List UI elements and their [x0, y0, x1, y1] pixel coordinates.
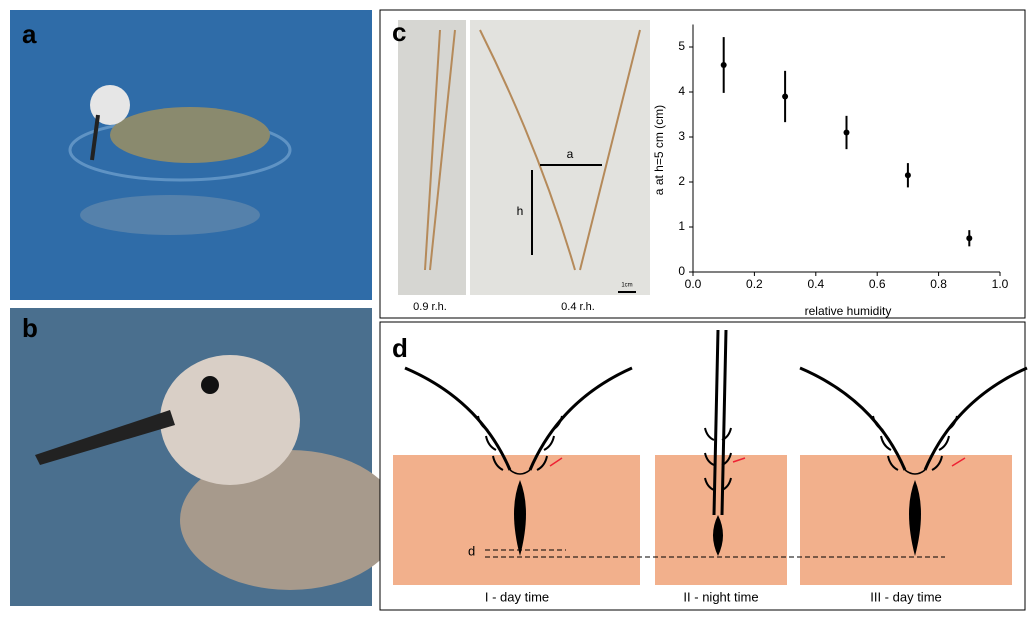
stage-label: III - day time	[870, 589, 942, 604]
point	[782, 94, 788, 100]
photo-c-right	[470, 20, 650, 295]
d-label: d	[468, 543, 475, 558]
y-tick-label: 5	[678, 39, 685, 53]
y-tick-label: 2	[678, 174, 685, 188]
soil	[800, 455, 1012, 585]
page: a b a h 1cm 0.9 r.h. 0.4 r.h. c relative…	[0, 0, 1032, 621]
bird-body	[110, 107, 270, 163]
y-tick-label: 1	[678, 219, 685, 233]
figure: a b a h 1cm 0.9 r.h. 0.4 r.h. c relative…	[0, 0, 1032, 616]
x-tick-label: 1.0	[992, 277, 1009, 291]
a-label: a	[567, 147, 574, 161]
y-tick-label: 0	[678, 264, 685, 278]
point	[721, 62, 727, 68]
scale-label: 1cm	[621, 283, 632, 289]
panel-label: d	[392, 333, 408, 363]
photo-label: 0.4 r.h.	[561, 301, 595, 313]
y-tick-label: 3	[678, 129, 685, 143]
panel-label: c	[392, 17, 406, 47]
point	[844, 130, 850, 136]
y-tick-label: 4	[678, 84, 685, 98]
x-tick-label: 0.8	[930, 277, 947, 291]
stage-label: I - day time	[485, 589, 549, 604]
x-tick-label: 0.4	[807, 277, 824, 291]
x-tick-label: 0.0	[685, 277, 702, 291]
reflection	[80, 195, 260, 235]
bird-eye	[201, 376, 219, 394]
photo-label: 0.9 r.h.	[413, 301, 447, 313]
x-tick-label: 0.2	[746, 277, 763, 291]
h-label: h	[517, 204, 524, 218]
panel-label: b	[22, 313, 38, 343]
point	[905, 172, 911, 178]
x-axis-label: relative humidity	[805, 304, 892, 318]
point	[966, 235, 972, 241]
panel-label: a	[22, 19, 37, 49]
bird-head	[160, 355, 300, 485]
stage-label: II - night time	[683, 589, 758, 604]
y-axis-label: a at h=5 cm (cm)	[652, 105, 666, 195]
x-tick-label: 0.6	[869, 277, 886, 291]
soil	[655, 455, 787, 585]
